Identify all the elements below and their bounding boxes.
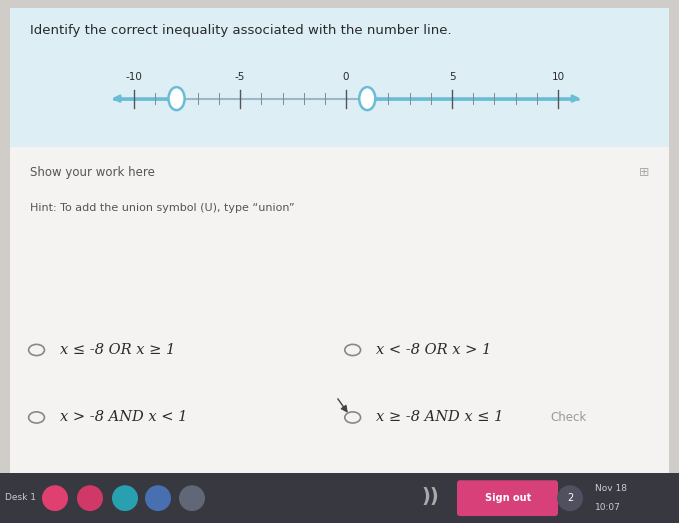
Text: Identify the correct inequality associated with the number line.: Identify the correct inequality associat… <box>30 24 452 37</box>
Text: x < -8 OR x > 1: x < -8 OR x > 1 <box>375 343 491 357</box>
Circle shape <box>359 87 375 110</box>
Text: Desk 1  >: Desk 1 > <box>5 493 50 502</box>
Circle shape <box>145 485 171 511</box>
Text: 10: 10 <box>551 72 564 82</box>
Text: x > -8 AND x < 1: x > -8 AND x < 1 <box>60 411 187 425</box>
FancyBboxPatch shape <box>457 480 558 516</box>
Text: 10:07: 10:07 <box>595 503 621 511</box>
Circle shape <box>112 485 138 511</box>
Text: )): )) <box>421 487 439 506</box>
Text: Sign out: Sign out <box>485 493 531 503</box>
Text: x ≤ -8 OR x ≥ 1: x ≤ -8 OR x ≥ 1 <box>60 343 175 357</box>
Text: Show your work here: Show your work here <box>30 166 155 179</box>
Text: 5: 5 <box>449 72 456 82</box>
Text: 0: 0 <box>343 72 349 82</box>
Text: -10: -10 <box>126 72 143 82</box>
Circle shape <box>168 87 185 110</box>
Text: Check: Check <box>550 411 587 424</box>
Text: Hint: To add the union symbol (U), type “union”: Hint: To add the union symbol (U), type … <box>30 203 295 213</box>
Text: ⊞: ⊞ <box>638 166 649 179</box>
Text: Nov 18: Nov 18 <box>595 484 627 493</box>
Circle shape <box>557 485 583 511</box>
Text: 2: 2 <box>567 493 573 503</box>
Circle shape <box>179 485 205 511</box>
Circle shape <box>77 485 103 511</box>
FancyBboxPatch shape <box>10 8 669 147</box>
Text: x ≥ -8 AND x ≤ 1: x ≥ -8 AND x ≤ 1 <box>375 411 503 425</box>
Circle shape <box>42 485 68 511</box>
Text: -5: -5 <box>235 72 245 82</box>
